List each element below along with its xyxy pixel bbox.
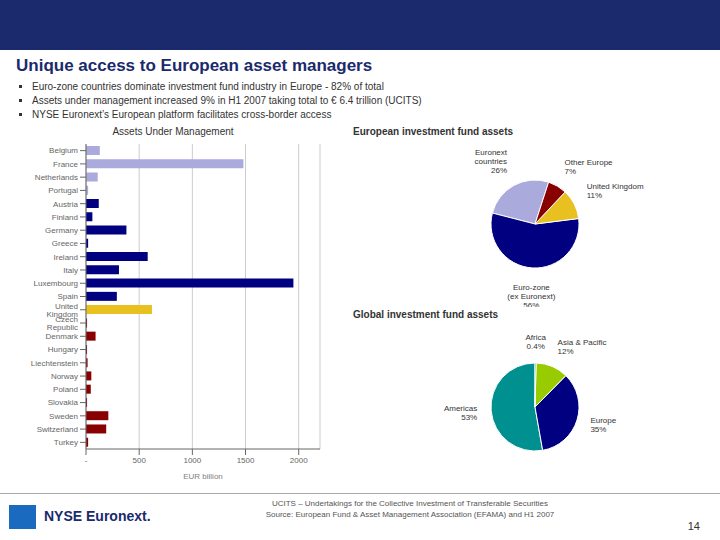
svg-text:CzechRepublic: CzechRepublic: [47, 315, 78, 332]
svg-text:Spain: Spain: [58, 292, 78, 301]
svg-text:Denmark: Denmark: [46, 332, 79, 341]
svg-text:Euro-zone(ex Euronext)56%: Euro-zone(ex Euronext)56%: [507, 283, 555, 307]
svg-text:Norway: Norway: [51, 372, 78, 381]
svg-text:Americas53%: Americas53%: [444, 404, 477, 422]
svg-text:1500: 1500: [237, 456, 255, 465]
svg-text:Asia & Pacific12%: Asia & Pacific12%: [558, 338, 607, 356]
svg-text:Germany: Germany: [45, 226, 78, 235]
svg-text:Africa0.4%: Africa0.4%: [525, 333, 546, 351]
svg-text:Sweden: Sweden: [49, 412, 78, 421]
svg-text:France: France: [53, 160, 78, 169]
svg-text:Liechtenstein: Liechtenstein: [31, 359, 78, 368]
svg-text:Luxembourg: Luxembourg: [34, 279, 78, 288]
svg-text:Ireland: Ireland: [54, 253, 78, 262]
svg-text:Italy: Italy: [63, 266, 78, 275]
svg-text:Switzerland: Switzerland: [37, 425, 78, 434]
svg-text:-: -: [85, 456, 88, 465]
svg-text:Poland: Poland: [53, 385, 78, 394]
svg-text:500: 500: [133, 456, 147, 465]
svg-text:Finland: Finland: [52, 213, 78, 222]
svg-text:Greece: Greece: [52, 239, 79, 248]
svg-text:Hungary: Hungary: [48, 345, 78, 354]
svg-text:Slovakia: Slovakia: [48, 398, 79, 407]
svg-text:EUR billion: EUR billion: [183, 472, 223, 481]
svg-text:Austria: Austria: [53, 200, 78, 209]
svg-text:1000: 1000: [183, 456, 201, 465]
svg-text:2000: 2000: [290, 456, 308, 465]
svg-text:Belgium: Belgium: [49, 146, 78, 155]
svg-text:Turkey: Turkey: [54, 438, 78, 447]
svg-text:Euronextcountries26%: Euronextcountries26%: [475, 148, 508, 175]
svg-text:Netherlands: Netherlands: [35, 173, 78, 182]
svg-text:United Kingdom11%: United Kingdom11%: [587, 182, 644, 200]
svg-text:Portugal: Portugal: [48, 186, 78, 195]
svg-text:Europe35%: Europe35%: [590, 416, 616, 434]
svg-text:Other Europe7%: Other Europe7%: [565, 158, 614, 176]
